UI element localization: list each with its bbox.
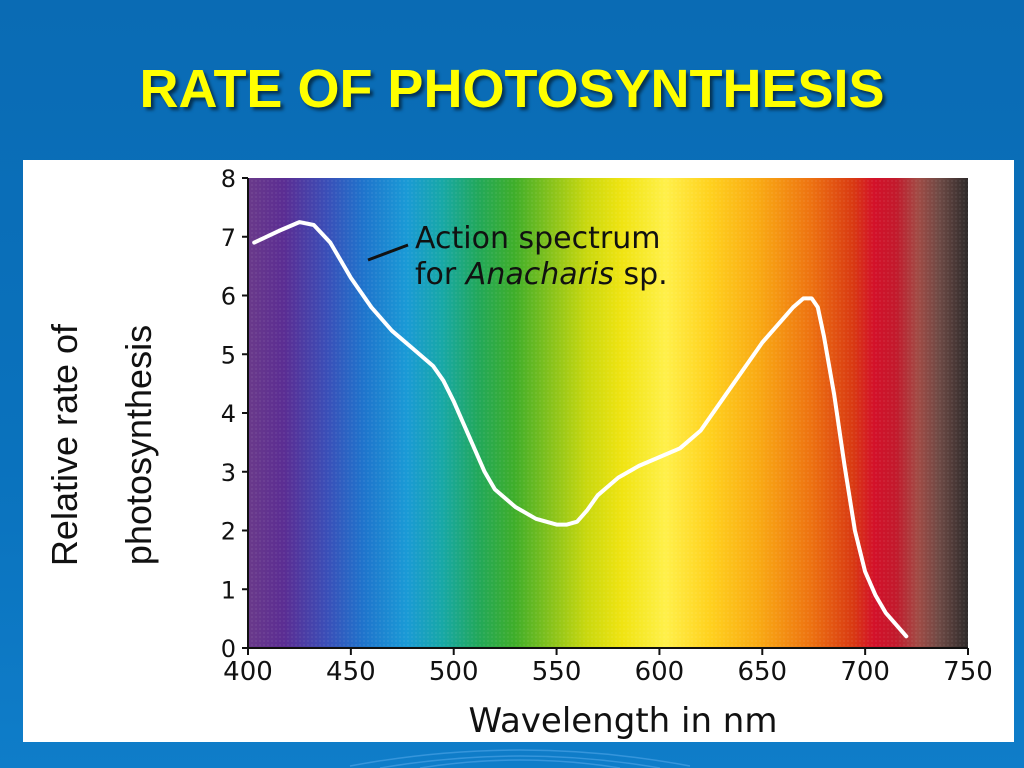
y-tick-label: 5 <box>221 341 236 369</box>
x-axis-label: Wavelength in nm <box>469 701 778 741</box>
annotation-line2-prefix: for <box>415 257 466 292</box>
x-axis-ticks: 400 450 500 550 600 650 700 750 <box>223 648 993 687</box>
x-tick-label: 650 <box>737 657 787 687</box>
y-axis-label-line1: Relative rate of <box>44 323 85 566</box>
x-tick-label: 550 <box>532 657 582 687</box>
x-tick-label: 600 <box>635 657 685 687</box>
chart-panel: 0 1 2 3 4 5 6 7 8 400 450 500 550 600 650 700 750 Actio… <box>23 160 1014 742</box>
x-tick-label: 400 <box>223 657 273 687</box>
x-tick-label: 750 <box>943 657 993 687</box>
y-tick-label: 2 <box>221 518 236 546</box>
action-spectrum-line <box>252 220 909 639</box>
y-axis-ticks: 0 1 2 3 4 5 6 7 8 <box>221 165 248 663</box>
y-axis-label-line2: photosynthesis <box>118 325 159 565</box>
x-tick-label: 450 <box>326 657 376 687</box>
y-tick-label: 7 <box>221 224 236 252</box>
spectrum-texture <box>248 178 968 648</box>
x-tick-label: 700 <box>840 657 890 687</box>
annotation-pointer <box>367 243 409 262</box>
y-tick-label: 6 <box>221 283 236 311</box>
slide-title: RATE OF PHOTOSYNTHESIS <box>139 59 885 119</box>
annotation-line1: Action spectrum <box>415 221 660 256</box>
annotation-line2: for Anacharis sp. <box>415 257 668 292</box>
annotation-line2-suffix: sp. <box>614 257 668 292</box>
action-spectrum-chart: 0 1 2 3 4 5 6 7 8 400 450 500 550 600 650 700 750 Actio… <box>44 165 993 741</box>
y-tick-label: 4 <box>221 400 236 428</box>
y-tick-label: 0 <box>221 635 236 663</box>
y-tick-label: 1 <box>221 576 236 604</box>
y-tick-label: 8 <box>221 165 236 193</box>
decorative-swirl <box>349 749 691 768</box>
annotation-species: Anacharis <box>464 257 614 292</box>
y-tick-label: 3 <box>221 459 236 487</box>
x-tick-label: 500 <box>429 657 479 687</box>
